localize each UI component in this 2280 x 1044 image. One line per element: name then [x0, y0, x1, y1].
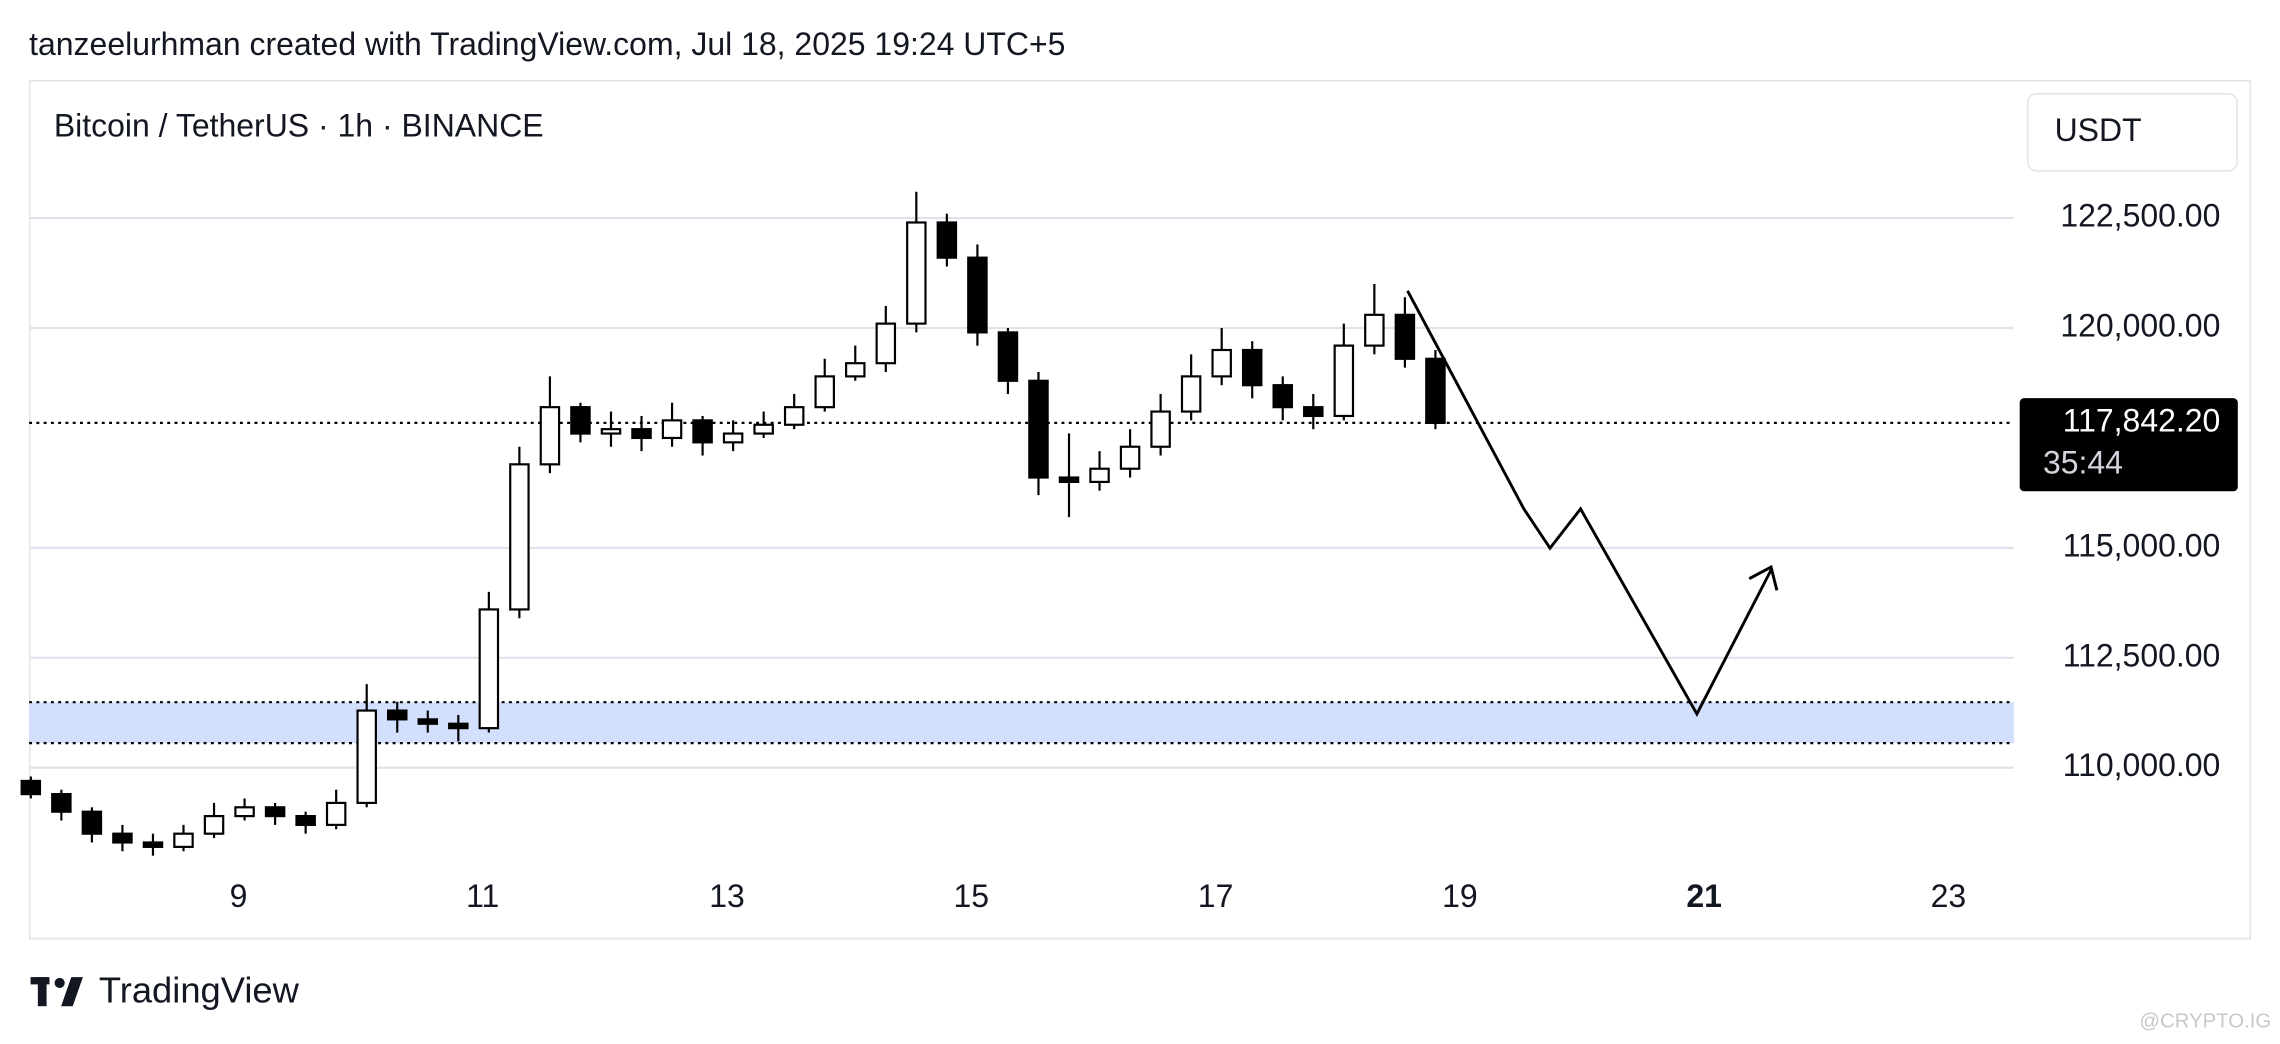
watermark: @CRYPTO.IG: [2139, 1011, 2271, 1033]
candle-body: [142, 841, 164, 848]
x-tick-label: 23: [1931, 878, 1967, 914]
candle-body: [722, 432, 744, 444]
candle-body: [967, 256, 988, 334]
logo-part: [54, 977, 65, 989]
candle-body: [570, 406, 591, 435]
chart-frame: [29, 79, 2251, 940]
x-tick-label: 21: [1686, 878, 1722, 914]
candle-body: [112, 832, 133, 844]
footer-brand: TradingView: [99, 970, 300, 1011]
candle-body: [173, 832, 194, 848]
candle-body: [1089, 467, 1110, 484]
candle-body: [81, 810, 103, 835]
candle-body: [1425, 357, 1446, 424]
candle-body: [936, 221, 958, 259]
last-price-box: [2019, 398, 2238, 492]
candle-body: [753, 423, 774, 435]
projection-path: [1406, 290, 1773, 717]
candle-body: [600, 428, 622, 435]
candle-body: [448, 722, 469, 730]
candle-body: [1150, 410, 1171, 448]
y-tick-label: 120,000.00: [2060, 307, 2220, 343]
candle-body: [20, 779, 42, 796]
candle-body: [539, 406, 561, 466]
candle-body: [1394, 313, 1416, 360]
axes: 110,000.00 112,500.00 115,000.00 120,000.00…: [230, 198, 2221, 915]
price-box: 117,842.20 35:44: [2019, 398, 2238, 492]
candle-body: [417, 718, 439, 725]
candle-body: [1272, 384, 1294, 409]
candle-body: [264, 806, 286, 818]
footer-logo: [30, 977, 83, 1007]
candle-body: [234, 806, 255, 818]
x-tick-label: 13: [709, 878, 745, 914]
candle-body: [1241, 348, 1263, 387]
candle-body: [661, 419, 683, 440]
x-tick-label: 17: [1198, 878, 1234, 914]
projection-arrowhead: [1748, 564, 1779, 591]
x-tick-label: 15: [954, 878, 990, 914]
candle-body: [203, 815, 225, 835]
header: tanzeelurhman created with TradingView.c…: [29, 26, 1065, 62]
y-tick-label: 115,000.00: [2063, 527, 2221, 563]
highlight-zone: [29, 702, 2014, 744]
candle-body: [356, 709, 377, 804]
y-tick-label: 112,500.00: [2063, 637, 2221, 673]
x-tick-label: 19: [1442, 878, 1478, 914]
candle-body: [783, 406, 805, 426]
candle-body: [1058, 476, 1080, 484]
candle-body: [509, 463, 530, 611]
candle-body: [478, 608, 500, 730]
candle-body: [845, 362, 866, 378]
currency-box: [2026, 93, 2238, 172]
candle-body: [1180, 375, 1202, 413]
y-tick-label: 110,000.00: [2063, 747, 2221, 783]
countdown: 35:44: [2043, 445, 2123, 481]
candle-body: [1028, 379, 1049, 479]
candles: [20, 191, 1446, 856]
logo-part: [37, 977, 47, 1007]
candle-body: [814, 375, 835, 409]
candle-body: [875, 322, 897, 365]
candle-body: [997, 331, 1019, 382]
y-tick-label: 122,500.00: [2060, 198, 2220, 234]
candle-body: [1119, 445, 1141, 470]
x-tick-label: 11: [466, 878, 499, 914]
currency: USDT: [2055, 112, 2142, 148]
candle-body: [386, 709, 408, 721]
x-tick-label: 9: [230, 878, 248, 914]
grid: [29, 216, 2014, 769]
chart-title: Bitcoin / TetherUS · 1h · BINANCE: [54, 107, 544, 143]
candle-body: [325, 801, 347, 826]
candle-body: [1303, 406, 1324, 418]
zone-layer: [29, 421, 2014, 745]
candle-body: [906, 221, 927, 325]
logo-part: [61, 977, 83, 1007]
candle-body: [51, 793, 72, 813]
candle-body: [1333, 344, 1355, 418]
candle-body: [1211, 348, 1232, 378]
candle-body: [631, 428, 652, 440]
candle-body: [1364, 313, 1385, 347]
last-price-label: 117,842.20: [2063, 402, 2221, 438]
candle-body: [295, 815, 316, 826]
candle-body: [692, 419, 713, 444]
